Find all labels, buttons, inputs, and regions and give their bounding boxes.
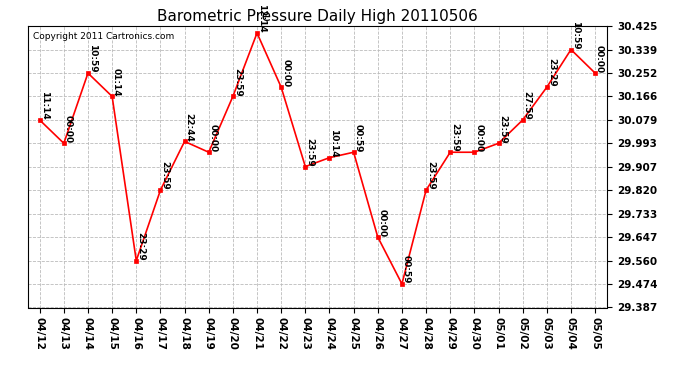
Title: Barometric Pressure Daily High 20110506: Barometric Pressure Daily High 20110506: [157, 9, 477, 24]
Text: 10:59: 10:59: [571, 21, 580, 50]
Text: 23:59: 23:59: [498, 114, 508, 143]
Text: 12:14: 12:14: [257, 4, 266, 33]
Text: 23:59: 23:59: [233, 68, 242, 96]
Text: 01:14: 01:14: [112, 68, 121, 96]
Text: 23:59: 23:59: [426, 161, 435, 190]
Text: 10:14: 10:14: [330, 129, 339, 158]
Text: 00:00: 00:00: [475, 124, 484, 152]
Text: 11:14: 11:14: [39, 91, 49, 120]
Text: 00:00: 00:00: [378, 209, 387, 237]
Text: 23:29: 23:29: [136, 232, 146, 261]
Text: 00:00: 00:00: [208, 124, 218, 152]
Text: 00:00: 00:00: [282, 59, 290, 87]
Text: 00:00: 00:00: [63, 115, 73, 143]
Text: 22:44: 22:44: [184, 112, 194, 141]
Text: 23:59: 23:59: [160, 161, 170, 190]
Text: 27:59: 27:59: [523, 91, 532, 120]
Text: 23:59: 23:59: [450, 123, 460, 152]
Text: 23:59: 23:59: [305, 138, 315, 166]
Text: 23:29: 23:29: [546, 58, 556, 87]
Text: Copyright 2011 Cartronics.com: Copyright 2011 Cartronics.com: [33, 32, 175, 41]
Text: 10:59: 10:59: [88, 45, 97, 73]
Text: 00:59: 00:59: [402, 255, 411, 284]
Text: 00:00: 00:00: [595, 45, 604, 73]
Text: 00:59: 00:59: [353, 124, 363, 152]
